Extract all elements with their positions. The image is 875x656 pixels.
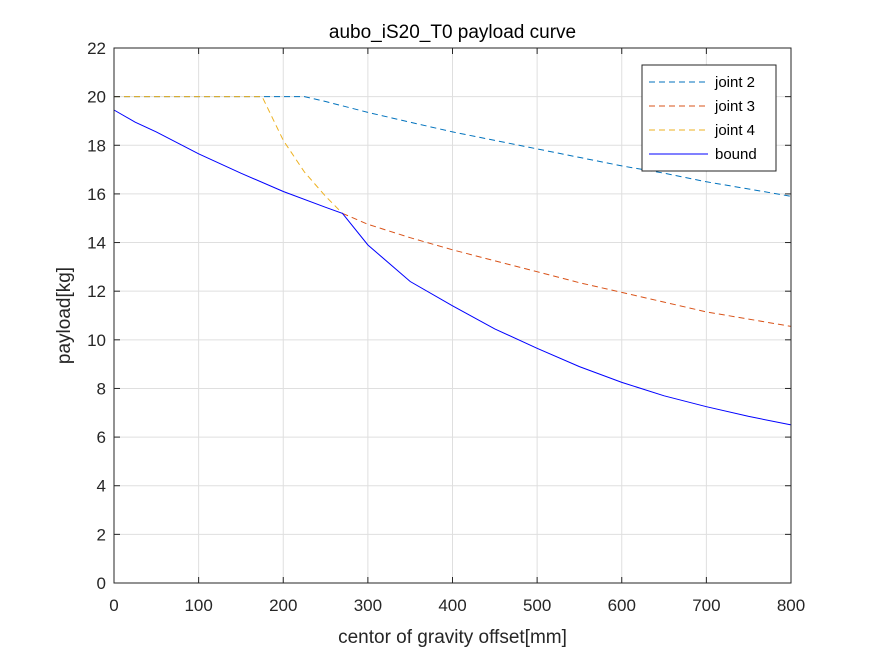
y-tick-label: 8 xyxy=(97,379,106,398)
series-lines xyxy=(113,96,792,426)
y-axis-label: payload[kg] xyxy=(54,267,75,364)
legend-label-bound: bound xyxy=(715,146,757,163)
y-tick-label: 2 xyxy=(97,525,106,544)
y-tick-label: 10 xyxy=(87,331,106,350)
series-line-bound xyxy=(113,109,792,426)
x-tick-label: 100 xyxy=(184,596,212,615)
y-tick-label: 22 xyxy=(87,39,106,58)
legend-label-joint-2: joint 2 xyxy=(714,74,755,91)
y-tick-label: 14 xyxy=(87,234,106,253)
y-tick-label: 16 xyxy=(87,185,106,204)
legend: joint 2 joint 3 joint 4 bound xyxy=(641,64,777,172)
x-tick-label: 500 xyxy=(523,596,551,615)
x-tick-label: 300 xyxy=(354,596,382,615)
y-tick-label: 4 xyxy=(97,477,106,496)
x-tick-label: 700 xyxy=(692,596,720,615)
series-line-joint-3 xyxy=(342,212,792,327)
x-axis-label: centor of gravity offset[mm] xyxy=(338,627,567,648)
y-tick-label: 20 xyxy=(87,88,106,107)
series-line-joint-2 xyxy=(114,96,792,197)
series-line-joint-4 xyxy=(114,96,343,214)
y-tick-label: 12 xyxy=(87,282,106,301)
y-tick-label: 0 xyxy=(97,574,106,593)
legend-label-joint-3: joint 3 xyxy=(714,98,755,115)
y-tick-label: 18 xyxy=(87,136,106,155)
x-tick-label: 0 xyxy=(109,596,118,615)
x-tick-label: 600 xyxy=(608,596,636,615)
y-tick-label: 6 xyxy=(97,428,106,447)
legend-label-joint-4: joint 4 xyxy=(714,122,755,139)
x-tick-label: 800 xyxy=(777,596,805,615)
chart-title: aubo_iS20_T0 payload curve xyxy=(329,22,576,43)
x-tick-label: 200 xyxy=(269,596,297,615)
legend-box xyxy=(641,64,777,172)
x-tick-label: 400 xyxy=(438,596,466,615)
axis-ticks: 0 100 200 300 400 500 600 700 800 0 2 4 6 8 10 12 14 16 18… xyxy=(87,39,805,615)
